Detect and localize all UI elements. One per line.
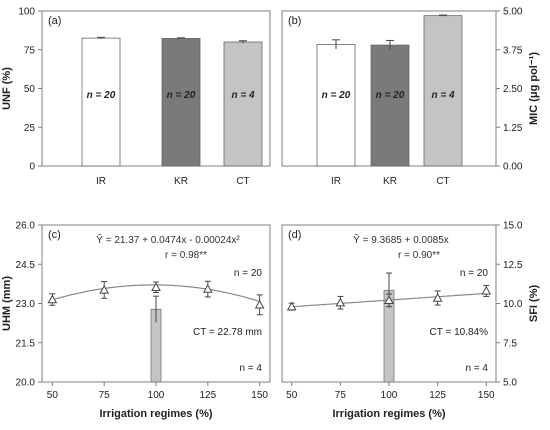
y-tick-label: 5.0 [503,378,517,389]
x-tick-label: KR [383,176,397,187]
y-tick-label: 15.0 [503,221,523,232]
x-axis-title: Irrigation regimes (%) [332,408,445,420]
x-tick-label: 150 [478,390,495,401]
y-tick-label: 26.0 [16,221,36,232]
panel-label: (b) [288,15,301,27]
fit-r-value: r = 0.90** [398,250,440,261]
y-tick-label: 75 [24,45,36,56]
y-axis-title: MIC (μg pol⁻¹) [528,52,540,125]
x-tick-label: IR [331,176,341,187]
bar-kr [370,44,410,167]
data-point [47,294,58,304]
n-label: n = 20 [460,268,489,279]
panel-d: 5.0 7.5 10.0 12.5 15.0 SFI (%) (d) 50 75 100 125 15… [281,221,540,420]
fit-equation: Ŷ = 21.37 + 0.0474x - 0.00024x² [96,233,240,246]
x-axis-title: Irrigation regimes (%) [99,408,212,420]
y-axis-title: UHM (mm) [1,276,13,331]
y-tick-label: 12.5 [503,260,523,271]
x-tick-label: CT [236,176,249,187]
y-tick-label: 10.0 [503,299,523,310]
y-tick-label: 21.5 [16,338,36,349]
bar-ct [223,41,263,167]
y-tick-label: 5.00 [503,7,523,18]
x-tick-label: CT [436,176,449,187]
data-point [481,285,492,295]
x-tick-label: KR [174,176,188,187]
y-tick-label: 1.25 [503,123,523,134]
y-tick-label: 25 [24,123,36,134]
y-tick-label: 24.5 [16,260,36,271]
panel-label: (a) [48,15,61,27]
x-tick-label: 150 [251,390,268,401]
data-point [286,301,297,311]
y-tick-label: 0.00 [503,162,523,173]
bar-ct [423,15,463,167]
x-tick-label: 125 [429,390,446,401]
y-tick-label: 100 [18,7,35,18]
panel-label: (c) [48,229,61,241]
data-point [151,282,161,291]
data-point [384,295,394,305]
bar-kr [161,38,201,167]
y-tick-label: 23.0 [16,299,36,310]
data-point [254,299,265,309]
bar-n-label: n = 4 [231,90,255,101]
x-tick-label: 100 [148,390,165,401]
data-point [99,284,110,294]
fit-r-value: r = 0.98** [165,250,207,261]
panel-a: 0 25 50 75 100 UNF (%) (a) n = 20 IR n = 20 KR n = … [1,7,271,187]
y-tick-label: 2.50 [503,84,523,95]
bar-n-label: n = 4 [431,90,455,101]
y-tick-label: 3.75 [503,45,523,56]
x-tick-label: 75 [335,390,347,401]
x-tick-label: IR [96,176,106,187]
x-tick-label: 100 [381,390,398,401]
fit-equation: Ŷ = 9.3685 + 0.0085x [353,233,449,246]
x-tick-label: 50 [47,390,59,401]
bar-n-label: n = 20 [322,90,351,101]
bar-n-label: n = 20 [167,90,196,101]
y-tick-label: 0 [29,162,35,173]
n-label: n = 20 [234,268,263,279]
panel-c: 20.0 21.5 23.0 24.5 26.0 UHM (mm) (c) 50 75 100 12… [1,221,271,420]
y-axis-title: UNF (%) [1,67,13,110]
bar-ir [81,37,121,167]
bar-n-label: n = 20 [87,90,116,101]
bar-n-label: n = 20 [376,90,405,101]
y-tick-label: 50 [24,84,36,95]
y-axis-title: SFI (%) [528,285,540,323]
y-tick-label: 7.5 [503,338,517,349]
x-tick-label: 75 [99,390,111,401]
ct-label: CT = 22.78 mm [193,327,262,338]
panel-b: 0.00 1.25 2.50 3.75 5.00 MIC (μg pol⁻¹) (b) n =… [281,7,540,187]
panel-label: (d) [288,229,301,241]
data-point [432,292,443,302]
data-point [202,284,213,293]
data-point [335,297,346,307]
bar-ir [316,44,356,167]
x-tick-label: 125 [199,390,216,401]
x-tick-label: 50 [286,390,298,401]
ct-label: CT = 10.84% [430,327,489,338]
y-tick-label: 20.0 [16,378,36,389]
ct-n-label: n = 4 [239,363,262,374]
ct-n-label: n = 4 [465,363,488,374]
